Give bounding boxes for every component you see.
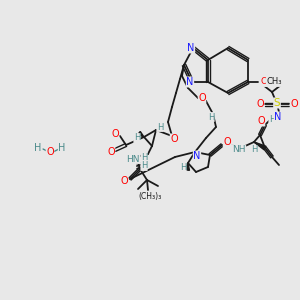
Text: N: N [193, 151, 201, 161]
Text: O: O [223, 137, 231, 147]
Text: O: O [120, 176, 128, 186]
Text: (CH₃)₃: (CH₃)₃ [138, 191, 162, 200]
Text: N: N [187, 43, 195, 53]
Text: CH₃: CH₃ [266, 77, 282, 86]
Text: H: H [134, 134, 140, 142]
Text: O: O [170, 134, 178, 144]
Text: O: O [256, 99, 264, 109]
Text: H: H [180, 163, 186, 172]
Text: O: O [260, 77, 268, 86]
Text: H: H [157, 122, 163, 131]
Polygon shape [184, 163, 190, 170]
Text: H: H [141, 152, 147, 161]
Text: O: O [107, 147, 115, 157]
Text: N: N [274, 112, 282, 122]
Text: S: S [274, 98, 280, 108]
Text: N: N [186, 77, 194, 87]
Text: H: H [251, 146, 257, 154]
Polygon shape [138, 131, 144, 137]
Text: H: H [269, 116, 275, 124]
Text: H: H [34, 143, 42, 153]
Text: O: O [198, 93, 206, 103]
Text: H: H [231, 145, 237, 154]
Text: HN: HN [126, 154, 140, 164]
Text: H: H [141, 161, 147, 170]
Text: O: O [111, 129, 119, 139]
Text: O: O [46, 147, 54, 157]
Text: H: H [58, 143, 66, 153]
Polygon shape [254, 142, 266, 150]
Text: NH: NH [232, 146, 246, 154]
Text: O: O [257, 116, 265, 126]
Text: O: O [290, 99, 298, 109]
Text: H: H [208, 112, 214, 122]
